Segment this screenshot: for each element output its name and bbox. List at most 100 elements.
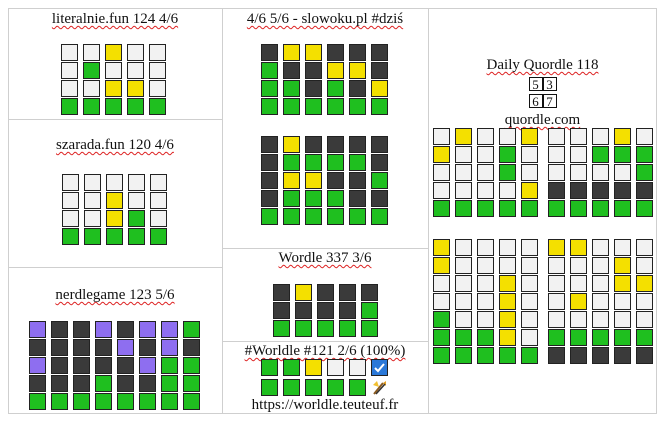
white-square	[327, 359, 344, 376]
green-square	[261, 359, 278, 376]
yellow-square	[499, 329, 516, 346]
green-square	[433, 347, 450, 364]
quordle-score: 5	[528, 77, 543, 92]
green-square	[349, 379, 366, 396]
green-square	[149, 98, 166, 115]
black-square	[349, 172, 366, 189]
black-square	[73, 321, 90, 338]
yellow-square	[570, 293, 587, 310]
yellow-square	[349, 62, 366, 79]
white-square	[128, 192, 145, 209]
green-square	[614, 200, 631, 217]
white-square	[105, 62, 122, 79]
purple-square	[29, 321, 46, 338]
green-square	[283, 154, 300, 171]
yellow-square	[327, 62, 344, 79]
black-square	[349, 190, 366, 207]
yellow-square	[455, 128, 472, 145]
white-square	[636, 293, 653, 310]
black-square	[305, 62, 322, 79]
white-square	[83, 80, 100, 97]
black-square	[327, 44, 344, 61]
slowoku-board-2	[261, 136, 388, 225]
green-square	[305, 208, 322, 225]
black-square	[95, 339, 112, 356]
black-square	[305, 80, 322, 97]
green-square	[305, 98, 322, 115]
black-square	[29, 339, 46, 356]
white-square	[570, 128, 587, 145]
white-square	[521, 329, 538, 346]
black-square	[51, 321, 68, 338]
row-divider	[8, 119, 222, 120]
green-square	[499, 164, 516, 181]
nerdle-board	[29, 321, 200, 410]
white-square	[61, 62, 78, 79]
yellow-square	[433, 146, 450, 163]
green-square	[261, 208, 278, 225]
black-square	[592, 347, 609, 364]
quordle-score: 3	[542, 77, 557, 92]
white-square	[614, 293, 631, 310]
yellow-square	[371, 80, 388, 97]
yellow-square	[548, 239, 565, 256]
black-square	[570, 182, 587, 199]
white-square	[548, 128, 565, 145]
nerdle-title: nerdlegame 123 5/6	[55, 287, 175, 303]
white-square	[521, 257, 538, 274]
white-square	[455, 257, 472, 274]
worldle-url[interactable]: https://worldle.teuteuf.fr	[251, 397, 399, 413]
green-square	[295, 320, 312, 337]
green-square	[161, 393, 178, 410]
black-square	[570, 347, 587, 364]
white-square	[499, 182, 516, 199]
white-square	[84, 174, 101, 191]
black-square	[283, 62, 300, 79]
black-square	[261, 44, 278, 61]
white-square	[433, 164, 450, 181]
white-square	[127, 62, 144, 79]
white-square	[548, 293, 565, 310]
black-square	[339, 284, 356, 301]
black-square	[327, 172, 344, 189]
white-square	[570, 311, 587, 328]
black-square	[261, 154, 278, 171]
black-square	[371, 154, 388, 171]
green-square	[183, 375, 200, 392]
yellow-square	[433, 257, 450, 274]
white-square	[592, 257, 609, 274]
black-square	[614, 347, 631, 364]
black-square	[636, 182, 653, 199]
yellow-square	[614, 128, 631, 145]
quordle-site[interactable]: quordle.com	[504, 112, 581, 128]
green-square	[433, 311, 450, 328]
worldle-title: #Worldle #121 2/6 (100%)	[244, 343, 406, 359]
white-square	[499, 239, 516, 256]
slowoku-title: 4/6 5/6 - slowoku.pl #dziś	[246, 11, 404, 27]
white-square	[455, 164, 472, 181]
white-square	[614, 239, 631, 256]
quordle-score: 6	[528, 94, 543, 109]
green-square	[433, 329, 450, 346]
crossed-flags-icon	[371, 379, 388, 396]
black-square	[51, 339, 68, 356]
black-square	[95, 357, 112, 374]
green-square	[499, 200, 516, 217]
yellow-square	[499, 293, 516, 310]
yellow-square	[570, 239, 587, 256]
white-square	[570, 275, 587, 292]
black-square	[317, 302, 334, 319]
yellow-square	[105, 80, 122, 97]
black-square	[339, 302, 356, 319]
black-square	[51, 375, 68, 392]
purple-square	[29, 357, 46, 374]
black-square	[371, 136, 388, 153]
yellow-square	[105, 44, 122, 61]
white-square	[433, 128, 450, 145]
white-square	[62, 174, 79, 191]
black-square	[349, 44, 366, 61]
white-square	[548, 275, 565, 292]
green-square	[614, 329, 631, 346]
